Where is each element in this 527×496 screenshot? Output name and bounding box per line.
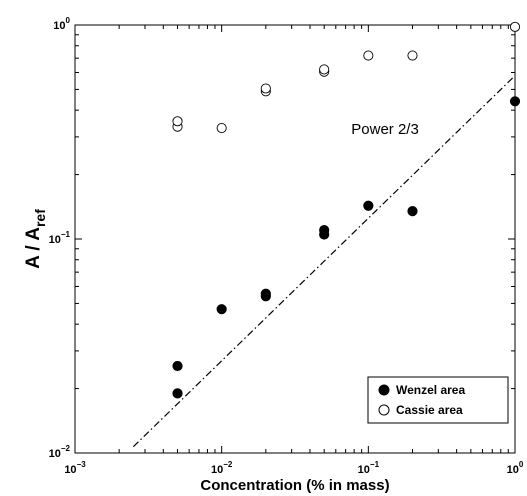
cassie-point (172, 116, 183, 127)
wenzel-point (260, 288, 271, 299)
x-tick-label: 10−1 (358, 460, 380, 476)
y-tick-label: 100 (53, 16, 70, 32)
cassie-point (260, 83, 271, 94)
x-tick-label: 100 (507, 460, 524, 476)
wenzel-point (216, 304, 227, 315)
x-axis-title: Concentration (% in mass) (200, 477, 389, 494)
wenzel-point (363, 200, 374, 211)
legend-marker-wenzel (378, 384, 390, 396)
wenzel-point (407, 206, 418, 217)
y-axis-title-main: A / A (23, 227, 44, 269)
cassie-point (509, 21, 521, 32)
legend: Wenzel area Cassie area (367, 376, 509, 424)
wenzel-point (172, 388, 183, 399)
x-tick-label: 10−2 (211, 460, 233, 476)
legend-marker-cassie (378, 404, 390, 416)
legend-label-wenzel: Wenzel area (396, 383, 465, 397)
x-tick-label: 10−3 (64, 460, 86, 476)
y-tick-label: 10−2 (49, 444, 71, 460)
y-axis-title-subscript: ref (32, 209, 48, 227)
cassie-point (363, 50, 374, 61)
power-law-reference-line (132, 75, 516, 448)
cassie-point (407, 50, 418, 61)
legend-label-cassie: Cassie area (396, 403, 463, 417)
wenzel-point (509, 96, 521, 107)
legend-box (367, 376, 509, 424)
y-tick-label: 10−1 (49, 230, 71, 246)
annotation-power-2-3: Power 2/3 (351, 121, 419, 138)
cassie-point (216, 122, 227, 134)
wenzel-point (319, 225, 330, 236)
cassie-point (319, 64, 330, 75)
data-points (172, 21, 521, 399)
wenzel-point (172, 360, 183, 372)
y-axis-title: A / Aref (23, 209, 48, 269)
